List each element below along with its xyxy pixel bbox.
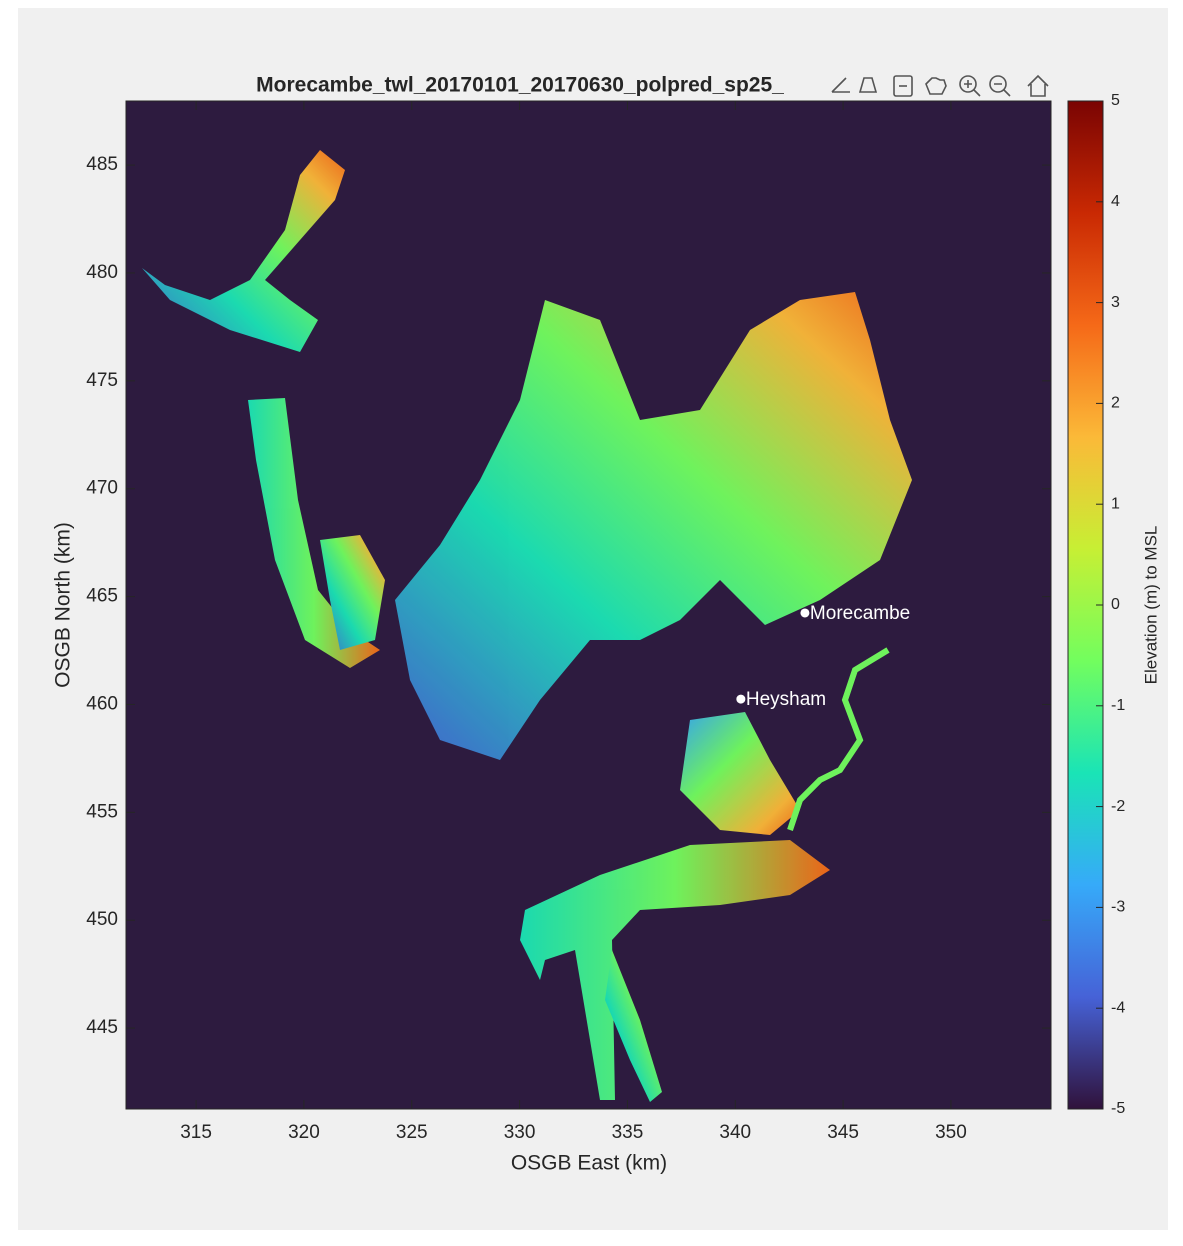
- colorbar-tick-label: 0: [1111, 596, 1120, 613]
- colorbar-tick-label: 1: [1111, 495, 1120, 512]
- location-marker: [800, 608, 809, 617]
- x-tick-label: 335: [612, 1122, 644, 1143]
- chart-title: Morecambe_twl_20170101_20170630_polpred_…: [256, 74, 784, 97]
- x-tick-label: 350: [935, 1122, 967, 1143]
- y-tick-label: 480: [86, 262, 118, 283]
- y-tick-label: 445: [86, 1017, 118, 1038]
- x-tick-label: 340: [719, 1122, 751, 1143]
- location-label: Heysham: [746, 689, 826, 710]
- y-axis-label: OSGB North (km): [52, 522, 75, 688]
- figure: Morecambe_twl_20170101_20170630_polpred_…: [0, 0, 1183, 1241]
- colorbar-tick-label: -3: [1111, 899, 1125, 916]
- colorbar-tick-label: -5: [1111, 1100, 1125, 1117]
- x-tick-label: 345: [827, 1122, 859, 1143]
- location-label: Morecambe: [810, 603, 910, 624]
- x-tick-label: 330: [504, 1122, 536, 1143]
- colorbar-tick-label: -2: [1111, 798, 1125, 815]
- location-marker: [736, 695, 745, 704]
- y-tick-label: 455: [86, 801, 118, 822]
- colorbar-tick-label: 4: [1111, 193, 1120, 210]
- x-tick-label: 320: [288, 1122, 320, 1143]
- colorbar-tick-label: 5: [1111, 92, 1120, 109]
- colorbar-label: Elevation (m) to MSL: [1141, 526, 1160, 685]
- x-tick-label: 315: [180, 1122, 212, 1143]
- colorbar-tick-label: 3: [1111, 294, 1120, 311]
- y-tick-label: 465: [86, 586, 118, 607]
- y-tick-label: 460: [86, 693, 118, 714]
- y-tick-label: 450: [86, 909, 118, 930]
- y-tick-label: 485: [86, 154, 118, 175]
- x-axis-label: OSGB East (km): [511, 1152, 667, 1175]
- page: Morecambe_twl_20170101_20170630_polpred_…: [0, 0, 1183, 1246]
- colorbar-tick-label: -4: [1111, 999, 1125, 1016]
- y-tick-label: 475: [86, 370, 118, 391]
- colorbar-tick-label: 2: [1111, 395, 1120, 412]
- colorbar-tick-label: -1: [1111, 697, 1125, 714]
- x-tick-label: 325: [396, 1122, 428, 1143]
- y-tick-label: 470: [86, 478, 118, 499]
